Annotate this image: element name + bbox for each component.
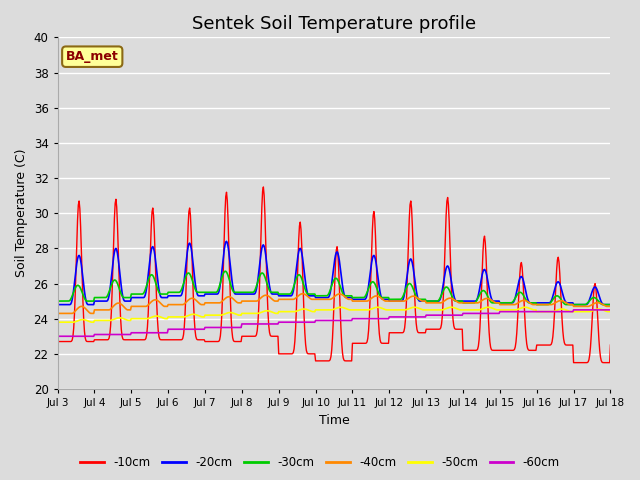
-60cm — [326, 318, 333, 324]
-10cm — [54, 339, 61, 345]
-20cm — [380, 297, 388, 302]
-60cm — [54, 334, 61, 339]
-10cm — [570, 360, 577, 366]
-60cm — [607, 307, 614, 313]
-40cm — [199, 302, 207, 308]
-50cm — [607, 309, 614, 314]
-40cm — [435, 300, 442, 306]
-10cm — [260, 184, 268, 190]
Title: Sentek Soil Temperature profile: Sentek Soil Temperature profile — [192, 15, 476, 33]
Legend: -10cm, -20cm, -30cm, -40cm, -50cm, -60cm: -10cm, -20cm, -30cm, -40cm, -50cm, -60cm — [76, 452, 564, 474]
-10cm — [435, 326, 442, 332]
-30cm — [221, 268, 229, 274]
-20cm — [557, 283, 564, 289]
-30cm — [175, 289, 183, 295]
-50cm — [380, 306, 388, 312]
-30cm — [607, 302, 614, 308]
-10cm — [175, 337, 183, 343]
-40cm — [607, 303, 614, 309]
Text: BA_met: BA_met — [66, 50, 118, 63]
-20cm — [223, 239, 230, 244]
-20cm — [326, 290, 334, 296]
Line: -20cm: -20cm — [58, 241, 611, 305]
Line: -10cm: -10cm — [58, 187, 611, 363]
-60cm — [199, 326, 207, 332]
-30cm — [557, 297, 565, 302]
-40cm — [557, 298, 564, 303]
-30cm — [54, 298, 61, 304]
X-axis label: Time: Time — [319, 414, 349, 427]
-30cm — [199, 289, 207, 295]
-60cm — [570, 307, 577, 313]
-60cm — [434, 312, 442, 318]
-50cm — [337, 304, 345, 310]
-50cm — [435, 307, 442, 313]
-20cm — [199, 293, 207, 299]
-10cm — [557, 286, 564, 291]
-10cm — [607, 342, 614, 348]
-30cm — [326, 288, 334, 293]
Line: -40cm: -40cm — [58, 294, 611, 313]
-50cm — [557, 306, 564, 312]
-10cm — [326, 357, 334, 362]
-40cm — [54, 311, 61, 316]
-10cm — [199, 337, 207, 343]
Line: -50cm: -50cm — [58, 307, 611, 322]
-20cm — [607, 302, 614, 308]
-50cm — [54, 319, 61, 325]
-40cm — [380, 298, 388, 303]
Y-axis label: Soil Temperature (C): Soil Temperature (C) — [15, 149, 28, 277]
-50cm — [199, 314, 207, 320]
-60cm — [175, 326, 183, 332]
-60cm — [556, 309, 564, 314]
-50cm — [326, 307, 333, 313]
-30cm — [380, 295, 388, 300]
Line: -60cm: -60cm — [58, 310, 611, 336]
-40cm — [299, 291, 307, 297]
-30cm — [435, 298, 442, 303]
-60cm — [380, 316, 387, 322]
-40cm — [326, 297, 334, 302]
-20cm — [54, 302, 61, 308]
-10cm — [380, 340, 388, 346]
-20cm — [435, 298, 442, 304]
-20cm — [175, 293, 183, 299]
-30cm — [533, 302, 541, 308]
-40cm — [175, 302, 183, 308]
-50cm — [175, 314, 183, 320]
Line: -30cm: -30cm — [58, 271, 611, 305]
